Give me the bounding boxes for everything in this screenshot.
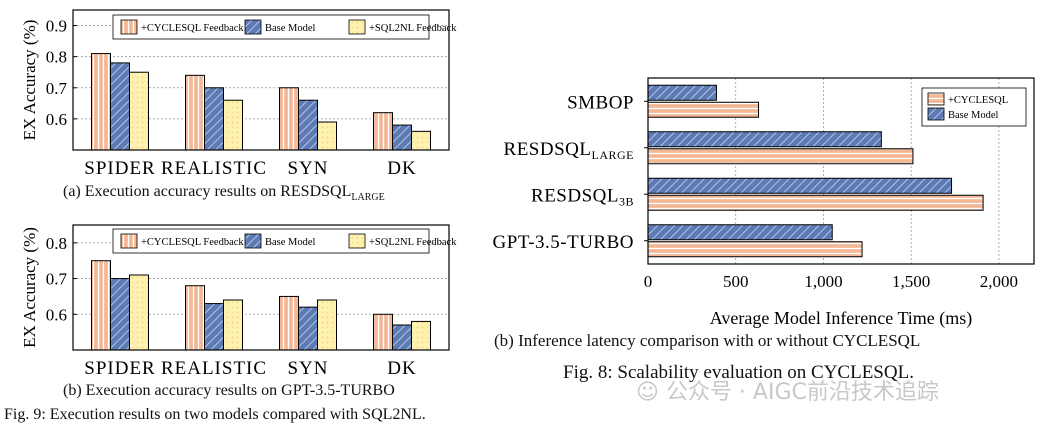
x-tick-label: SYN	[287, 358, 328, 379]
y-tick-label: 0.8	[46, 48, 67, 67]
bar-cyclesql	[647, 241, 863, 258]
y-tick-label: 0.6	[46, 305, 67, 324]
bar-cyclesql	[91, 260, 111, 351]
y-tick-label: 0.8	[46, 234, 67, 253]
legend-swatch	[244, 233, 262, 249]
legend-swatch	[348, 19, 366, 35]
bar-base	[647, 177, 953, 194]
bar-base	[298, 306, 318, 351]
y-tick-label-sub: LARGE	[592, 148, 635, 162]
bar-base	[647, 84, 717, 101]
bar-base	[298, 99, 318, 151]
bar-sql2nl	[223, 299, 243, 351]
legend-swatch	[244, 19, 262, 35]
bar-base	[392, 124, 412, 151]
caption-a: (a) Execution accuracy results on RESDSQ…	[63, 183, 385, 204]
bar-sql2nl	[223, 99, 243, 151]
x-tick-label: DK	[387, 158, 416, 179]
x-tick-label: SPIDER	[84, 158, 155, 179]
caption-fig9: Fig. 9: Execution results on two models …	[4, 406, 426, 423]
caption-c: (b) Inference latency comparison with or…	[494, 331, 921, 350]
bar-cyclesql	[185, 285, 205, 351]
bar-cyclesql	[647, 194, 984, 211]
caption-b: (b) Execution accuracy results on GPT-3.…	[63, 382, 395, 399]
y-axis-label: EX Accuracy (%)	[20, 20, 39, 141]
chart-b: 0.6 0.7 0.8 SPIDER REALISTIC SYN DK EX Accuracy…	[20, 224, 457, 379]
y-tick-label: SMBOP	[567, 92, 634, 113]
bar-sql2nl	[411, 320, 431, 351]
x-tick-label: SPIDER	[84, 358, 155, 379]
wechat-icon: ☺	[636, 380, 659, 405]
y-tick-label: 0.7	[46, 79, 68, 98]
y-tick-label-sub: 3B	[619, 194, 634, 208]
legend-label: +CYCLESQL	[948, 95, 1008, 106]
bar-base	[647, 131, 882, 148]
bar-sql2nl	[317, 121, 337, 151]
bar-base	[204, 303, 224, 351]
bar-cyclesql	[373, 313, 393, 351]
bar-cyclesql	[91, 53, 111, 151]
x-tick-label: 2,000	[980, 272, 1018, 291]
y-tick-label: RESDSQLLARGE	[504, 139, 634, 162]
legend-label: Base Model	[265, 23, 316, 34]
legend-box	[112, 14, 430, 40]
bar-sql2nl	[411, 130, 431, 151]
plot-frame	[647, 77, 1035, 265]
legend-label: +SQL2NL Feedback	[369, 23, 457, 34]
bar-sql2nl	[129, 71, 149, 151]
y-tick-label-main: SMBOP	[567, 92, 634, 113]
x-tick-label: 1,000	[804, 272, 842, 291]
legend-swatch	[348, 233, 366, 249]
bar-cyclesql	[647, 101, 760, 118]
y-tick-label: GPT-3.5-TURBO	[493, 232, 634, 253]
y-tick-label: RESDSQL3B	[531, 185, 634, 208]
legend-swatch	[927, 107, 945, 121]
bar-cyclesql	[185, 74, 205, 151]
bar-base	[392, 324, 412, 351]
bar-cyclesql	[279, 295, 299, 351]
x-tick-label: 1,500	[892, 272, 930, 291]
legend-box	[112, 228, 430, 254]
y-tick-label-main: RESDSQL	[531, 185, 619, 206]
y-tick-label: 0.6	[46, 110, 67, 129]
x-tick-label: REALISTIC	[161, 158, 267, 179]
legend-swatch	[120, 19, 138, 35]
x-tick-label: REALISTIC	[161, 358, 267, 379]
watermark: ☺ 公众号 · AIGC前沿技术追踪	[636, 380, 939, 405]
bar-base	[204, 87, 224, 151]
legend-label: Base Model	[265, 237, 316, 248]
y-tick-label: 0.7	[46, 270, 68, 289]
legend-label: +CYCLESQL Feedback	[141, 237, 244, 248]
chart-c: 0 500 1,000 1,500 2,000SMBOPRESDSQLLARGERESD…	[493, 77, 1035, 329]
y-axis-label: EX Accuracy (%)	[20, 227, 39, 348]
x-tick-label: 500	[723, 272, 749, 291]
caption-fig8: Fig. 8: Scalability evaluation on CYCLES…	[563, 362, 914, 383]
bar-base	[647, 224, 833, 241]
legend-swatch	[120, 233, 138, 249]
x-tick-label: SYN	[287, 158, 328, 179]
bar-sql2nl	[317, 299, 337, 351]
legend-label: +SQL2NL Feedback	[369, 237, 457, 248]
bar-cyclesql	[279, 87, 299, 151]
bar-cyclesql	[373, 112, 393, 151]
x-tick-label: 0	[644, 272, 653, 291]
x-axis-label: Average Model Inference Time (ms)	[710, 308, 973, 329]
legend-label: Base Model	[948, 110, 999, 121]
x-tick-label: DK	[387, 358, 416, 379]
y-tick-label-main: GPT-3.5-TURBO	[493, 232, 634, 253]
bar-base	[110, 62, 130, 151]
caption-a-sub: LARGE	[351, 192, 385, 204]
y-tick-label: 0.9	[46, 17, 67, 36]
bar-sql2nl	[129, 274, 149, 351]
plot-frame	[72, 224, 450, 351]
bar-cyclesql	[647, 148, 914, 165]
bar-base	[110, 278, 130, 351]
legend-swatch	[927, 92, 945, 106]
plot-frame	[72, 9, 450, 151]
legend-label: +CYCLESQL Feedback	[141, 23, 244, 34]
y-tick-label-main: RESDSQL	[504, 139, 592, 160]
chart-a: 0.6 0.7 0.8 0.9 SPIDER REALISTIC SYN DK EX Accur…	[20, 9, 457, 179]
